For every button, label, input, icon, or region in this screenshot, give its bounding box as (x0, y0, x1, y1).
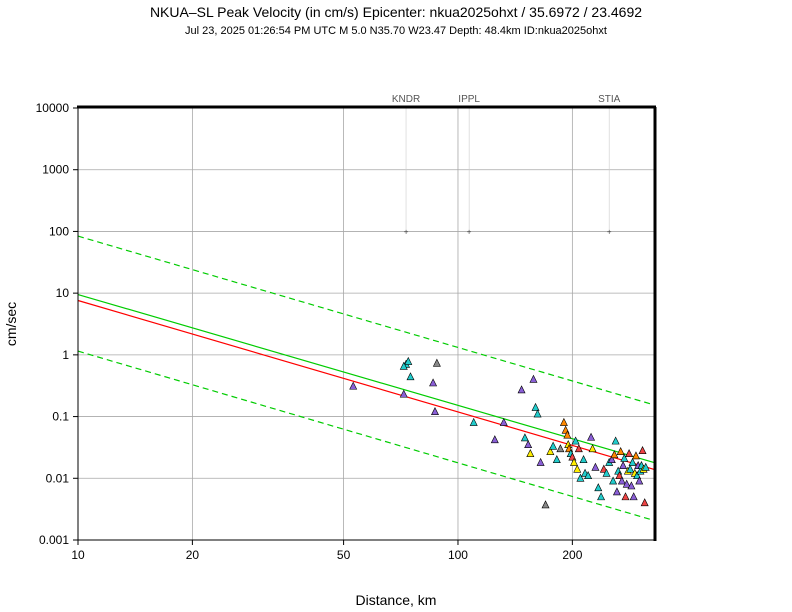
data-point (612, 487, 621, 496)
chart-title: NKUA–SL Peak Velocity (in cm/s) Epicente… (149, 4, 643, 20)
data-point (469, 417, 478, 426)
data-point (499, 417, 508, 426)
data-point (576, 473, 585, 482)
prediction-curves (77, 235, 656, 522)
data-point (579, 455, 588, 464)
x-tick-label: 200 (562, 548, 582, 562)
data-point (626, 464, 635, 473)
data-point (602, 468, 611, 477)
data-point (536, 457, 545, 466)
station-marker: + (404, 227, 409, 236)
data-point (563, 430, 572, 439)
data-point (349, 381, 358, 390)
y-tick-label: 100 (49, 224, 69, 238)
data-point (635, 476, 644, 485)
data-point (628, 457, 637, 466)
data-point (610, 450, 619, 459)
data-point (556, 444, 565, 453)
data-point (573, 464, 582, 473)
x-tick-label: 50 (337, 548, 351, 562)
data-point (607, 455, 616, 464)
plot-frame (77, 107, 656, 541)
data-point (520, 433, 529, 442)
data-point (611, 436, 620, 445)
curve-mean (77, 293, 656, 464)
curve-lower (77, 350, 656, 522)
data-point (627, 481, 636, 490)
data-point (552, 455, 561, 464)
station-label: STIA (598, 94, 621, 105)
y-tick-label: 1000 (42, 163, 69, 177)
data-point (588, 444, 597, 453)
x-tick-label: 100 (448, 548, 468, 562)
curve-upper (77, 235, 656, 406)
data-point (619, 461, 628, 469)
data-point (638, 446, 647, 454)
data-point (609, 476, 618, 485)
data-point (574, 444, 583, 453)
data-point (559, 417, 568, 426)
data-point (633, 471, 642, 480)
data-point (599, 464, 608, 473)
y-tick-label: 0.001 (39, 533, 69, 547)
y-tick-label: 10000 (36, 101, 70, 115)
station-label: IPPL (458, 94, 480, 105)
data-point (591, 462, 600, 471)
data-point (526, 449, 535, 458)
data-point (529, 374, 538, 383)
data-point (517, 385, 526, 394)
data-point (629, 492, 638, 501)
data-point (429, 378, 438, 387)
y-axis-ticks: 0.001 0.01 0.1 1 10 100 1000 10000 (36, 101, 78, 547)
chart-subtitle: Jul 23, 2025 01:26:54 PM UTC M 5.0 N35.7… (185, 25, 607, 37)
data-point (584, 471, 593, 480)
data-point (549, 441, 558, 450)
x-axis-label: Distance, km (356, 592, 437, 608)
data-point (404, 356, 413, 365)
data-point (597, 492, 606, 501)
data-point (524, 440, 533, 449)
data-points (349, 356, 650, 509)
data-point (490, 435, 499, 444)
data-point (406, 372, 415, 381)
data-point (615, 471, 624, 480)
station-markers: KNDR + IPPL + STIA + (392, 94, 621, 236)
y-tick-label: 10 (56, 286, 70, 300)
data-point (399, 361, 408, 370)
y-axis-label: cm/sec (3, 302, 19, 346)
data-point (432, 358, 441, 367)
data-point (431, 407, 439, 415)
y-tick-label: 1 (62, 348, 69, 362)
y-tick-label: 0.1 (52, 410, 69, 424)
data-point (616, 446, 625, 455)
data-point (533, 409, 542, 418)
y-tick-label: 0.01 (46, 471, 70, 485)
data-point (621, 492, 630, 501)
x-tick-label: 20 (186, 548, 200, 562)
grid-lines (77, 107, 655, 541)
data-point (546, 446, 555, 455)
x-axis-ticks: 10 20 50 100 200 (71, 540, 583, 562)
data-point (620, 453, 629, 462)
x-tick-label: 10 (71, 548, 85, 562)
data-point (641, 462, 650, 471)
station-label: KNDR (392, 94, 420, 105)
data-point (531, 402, 540, 411)
station-marker: + (607, 227, 612, 236)
data-point (541, 500, 550, 509)
data-point (594, 483, 603, 492)
data-point (617, 476, 626, 485)
data-point (640, 498, 649, 507)
station-marker: + (467, 227, 472, 236)
data-point (622, 479, 631, 488)
data-point (399, 389, 408, 398)
data-point (570, 457, 578, 466)
data-point (571, 436, 580, 445)
data-point (631, 451, 640, 460)
curve-median (77, 299, 656, 471)
data-point (587, 432, 596, 441)
data-point (625, 449, 634, 458)
